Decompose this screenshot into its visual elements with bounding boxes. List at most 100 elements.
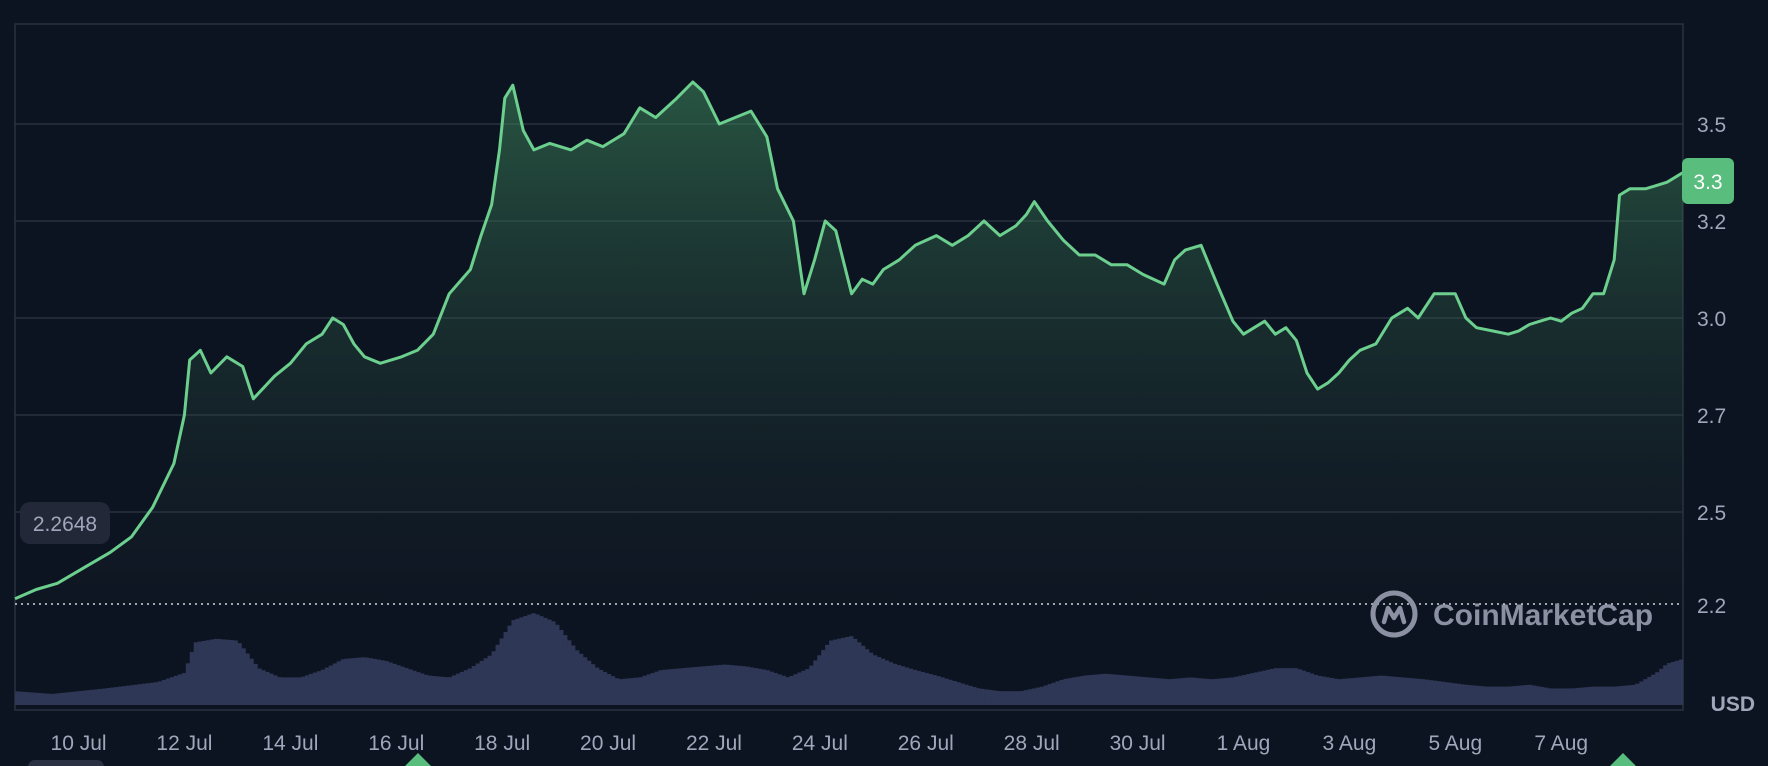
volume-bar <box>1035 687 1041 705</box>
volume-bar <box>102 688 107 705</box>
volume-bar <box>582 657 588 705</box>
volume-bar <box>964 684 969 705</box>
volume-bar <box>289 677 294 705</box>
volume-bar <box>1587 686 1593 705</box>
volume-bar <box>1198 678 1203 705</box>
volume-bar <box>1015 691 1021 705</box>
volume-bar <box>352 658 357 705</box>
volume-bar <box>1099 674 1104 705</box>
volume-bar <box>420 673 425 705</box>
volume-bar <box>531 613 536 705</box>
volume-bar <box>916 670 921 705</box>
volume-bar <box>130 685 135 705</box>
x-tick-label: 30 Jul <box>1110 732 1166 755</box>
volume-bar <box>1301 670 1307 705</box>
volume-bar <box>912 669 917 705</box>
volume-bar <box>1663 665 1668 705</box>
volume-bar <box>1393 676 1398 705</box>
volume-bar <box>213 638 218 705</box>
volume-bar <box>181 673 187 705</box>
volume-bar <box>757 668 763 705</box>
volume-bar <box>896 665 902 705</box>
volume-bar <box>277 677 282 705</box>
volume-bar <box>225 639 230 705</box>
volume-bar <box>1230 677 1235 705</box>
volume-bar <box>1166 679 1172 705</box>
volume-bar <box>495 644 500 705</box>
volume-bar <box>670 669 675 705</box>
volume-bar <box>646 674 651 705</box>
volume-bar <box>1150 677 1156 705</box>
volume-bar <box>138 684 143 705</box>
volume-bar <box>578 653 584 705</box>
volume-bar <box>1484 686 1489 705</box>
volume-bar <box>1134 676 1140 705</box>
volume-bar <box>1611 686 1616 705</box>
volume-bar <box>1603 686 1608 705</box>
volume-bar <box>1115 674 1120 705</box>
volume-bar <box>308 673 314 705</box>
volume-bar <box>1615 686 1620 705</box>
volume-bar <box>543 617 548 705</box>
volume-bar <box>610 676 616 705</box>
volume-bar <box>682 668 687 705</box>
volume-bar <box>713 665 719 705</box>
volume-bar <box>432 676 437 705</box>
scroll-handle[interactable] <box>28 760 104 766</box>
volume-bar <box>829 640 834 705</box>
volume-bar <box>602 671 608 705</box>
volume-bar <box>884 660 890 705</box>
volume-bar <box>1436 681 1442 705</box>
volume-bar <box>960 683 965 705</box>
volume-bar <box>805 669 810 705</box>
volume-bar <box>1667 663 1672 705</box>
volume-bar <box>408 669 413 705</box>
volume-bar <box>1504 686 1509 705</box>
volume-bar <box>1563 688 1569 705</box>
volume-bar <box>253 663 258 705</box>
volume-bar <box>888 662 894 705</box>
volume-bar <box>1591 686 1597 705</box>
volume-bar <box>721 664 727 705</box>
volume-bar <box>1269 668 1275 705</box>
volume-bar <box>1599 686 1604 705</box>
x-axis: 10 Jul 12 Jul 14 Jul 16 Jul 18 Jul 20 Jul 22 J… <box>51 732 1589 755</box>
volume-bar <box>1516 685 1521 705</box>
volume-bar <box>1146 677 1152 705</box>
volume-bar <box>749 667 755 705</box>
volume-bar <box>241 648 246 705</box>
y-tick-label: 2.7 <box>1697 405 1726 428</box>
volume-bar <box>114 687 119 705</box>
volume-bar <box>1154 678 1160 705</box>
volume-bar <box>511 620 516 705</box>
volume-bar <box>98 688 103 705</box>
volume-bar <box>165 678 171 705</box>
volume-bar <box>793 674 798 705</box>
volume-bar <box>451 675 457 705</box>
volume-bar <box>686 667 691 705</box>
x-tick-label: 22 Jul <box>686 732 742 755</box>
volume-bar <box>1313 674 1319 705</box>
volume-bar <box>725 664 731 705</box>
volume-bar <box>189 651 195 705</box>
volume-bar <box>594 667 600 705</box>
volume-bar <box>217 639 222 705</box>
volume-bar <box>1333 678 1338 705</box>
volume-bar <box>424 674 429 705</box>
volume-bar <box>761 669 766 705</box>
volume-bar <box>880 658 886 705</box>
volume-bar <box>320 669 326 705</box>
volume-bar <box>1095 674 1100 705</box>
volume-bar <box>1142 677 1148 705</box>
volume-bar <box>1627 685 1632 705</box>
volume-bar <box>984 689 989 705</box>
volume-bar <box>1337 679 1342 705</box>
volume-bar <box>463 670 469 705</box>
volume-bar <box>849 636 854 705</box>
volume-bar <box>269 673 274 705</box>
volume-bar <box>527 614 532 705</box>
volume-bar <box>928 674 933 705</box>
volume-bar <box>995 690 1001 705</box>
watermark-text: CoinMarketCap <box>1433 599 1653 632</box>
